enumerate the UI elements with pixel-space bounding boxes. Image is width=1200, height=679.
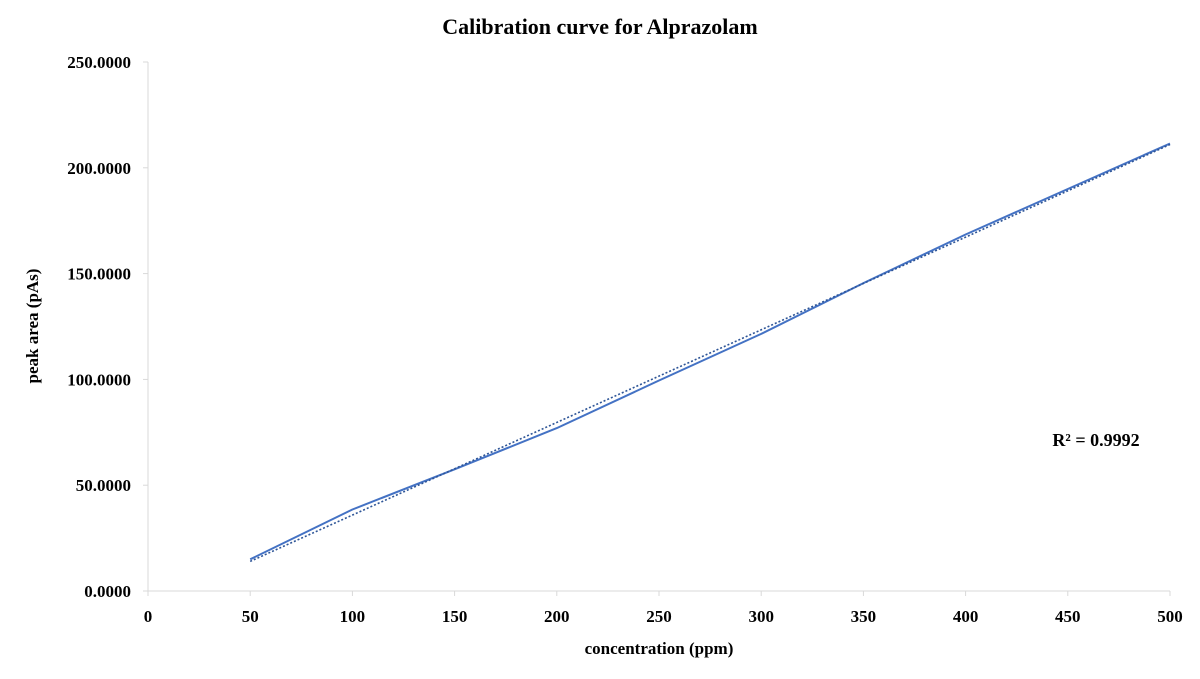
chart-title: Calibration curve for Alprazolam	[442, 14, 758, 39]
x-tick-label: 100	[340, 607, 366, 626]
x-tick-label: 0	[144, 607, 153, 626]
y-axis-title: peak area (pAs)	[23, 269, 42, 384]
y-tick-label: 50.0000	[76, 476, 131, 495]
series-layer	[249, 142, 1171, 563]
r-squared-annotation: R² = 0.9992	[1052, 430, 1139, 450]
y-ticks-layer: 0.0000 50.0000 100.0000 150.0000 200.0000 250…	[67, 53, 148, 601]
y-tick-label: 200.0000	[67, 159, 131, 178]
trendline	[249, 143, 1171, 563]
x-tick-label: 450	[1055, 607, 1081, 626]
x-tick-label: 500	[1157, 607, 1183, 626]
x-tick-label: 200	[544, 607, 570, 626]
x-tick-label: 400	[953, 607, 979, 626]
x-ticks-layer: 0 50 100 150 200 250 300 350 400 450 500	[144, 591, 1183, 626]
y-tick-label: 250.0000	[67, 53, 131, 72]
x-axis-title: concentration (ppm)	[585, 639, 734, 658]
y-tick-label: 150.0000	[67, 265, 131, 284]
y-tick-label: 100.0000	[67, 370, 131, 389]
x-tick-label: 50	[242, 607, 259, 626]
series-line	[249, 142, 1171, 561]
axes-layer	[147, 62, 1170, 592]
x-tick-label: 150	[442, 607, 468, 626]
y-axis-title-group: peak area (pAs)	[23, 269, 42, 384]
x-tick-label: 300	[748, 607, 774, 626]
x-tick-label: 350	[851, 607, 877, 626]
y-tick-label: 0.0000	[84, 582, 131, 601]
x-tick-label: 250	[646, 607, 672, 626]
